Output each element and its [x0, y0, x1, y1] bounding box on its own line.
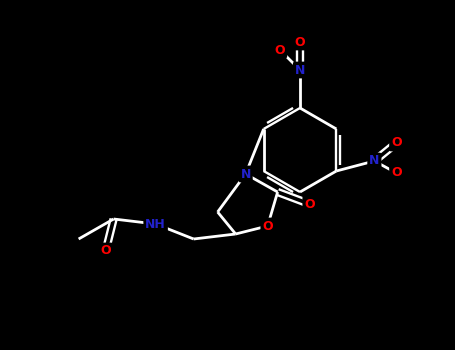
Text: O: O — [100, 245, 111, 258]
Text: N: N — [240, 168, 251, 181]
Text: O: O — [391, 167, 402, 180]
Text: O: O — [304, 197, 315, 210]
Text: NH: NH — [145, 217, 166, 231]
Text: O: O — [295, 35, 305, 49]
Text: O: O — [275, 43, 285, 56]
Text: N: N — [295, 63, 305, 77]
Text: O: O — [263, 219, 273, 232]
Text: N: N — [369, 154, 379, 168]
Text: O: O — [391, 136, 402, 149]
